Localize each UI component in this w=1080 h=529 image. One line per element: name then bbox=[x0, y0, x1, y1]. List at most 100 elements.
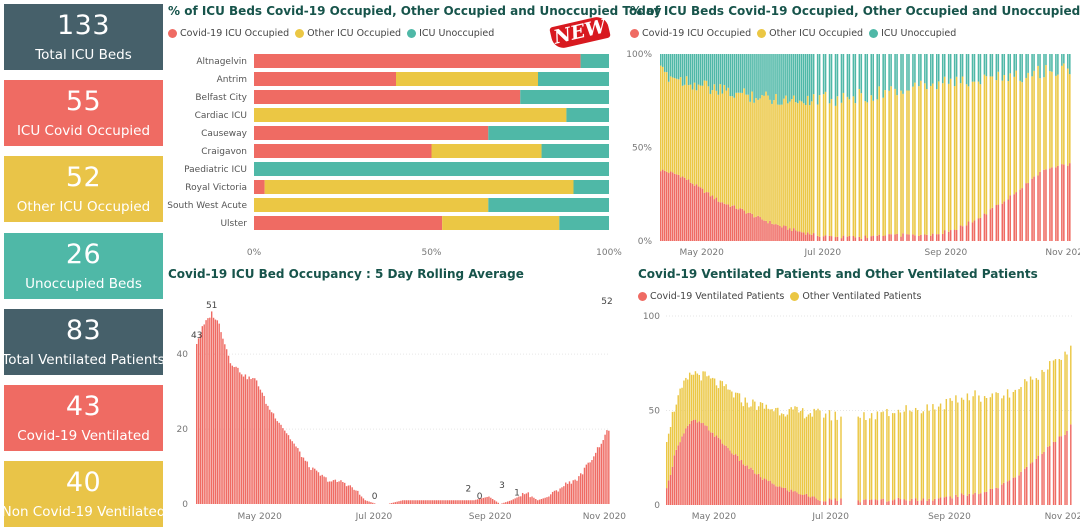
bar-segment bbox=[1020, 471, 1022, 505]
bar-segment bbox=[870, 54, 873, 96]
legend-dot-icon bbox=[168, 29, 177, 38]
bar-segment bbox=[700, 380, 702, 424]
bar bbox=[531, 496, 533, 504]
bar-segment bbox=[1043, 371, 1045, 452]
y-tick-label: 0 bbox=[182, 500, 188, 510]
bar-segment bbox=[733, 397, 735, 455]
bar-segment bbox=[857, 416, 859, 501]
chart-ventilated[interactable]: 0 50 100 May 2020 Jul 2020 Sep 2020 Nov 2020 bbox=[636, 308, 1080, 528]
legend-item-other[interactable]: Other ICU Occupied bbox=[295, 28, 401, 39]
bar bbox=[495, 501, 498, 504]
bar bbox=[327, 481, 329, 504]
bar bbox=[293, 443, 295, 504]
bar-segment bbox=[749, 54, 751, 102]
bar bbox=[581, 474, 584, 504]
bar-segment bbox=[708, 375, 710, 431]
bar-segment bbox=[800, 54, 803, 102]
bar-segment bbox=[729, 206, 732, 241]
bar-segment bbox=[685, 428, 687, 505]
bar-segment bbox=[1025, 183, 1027, 241]
bar-segment bbox=[667, 433, 670, 481]
legend-item-unoccupied[interactable]: ICU Unoccupied bbox=[407, 28, 494, 39]
bar bbox=[248, 376, 250, 504]
bar bbox=[417, 500, 419, 504]
bar-segment bbox=[1003, 201, 1006, 241]
bar-segment bbox=[759, 217, 761, 241]
bar bbox=[207, 318, 209, 504]
bar-segment bbox=[757, 99, 759, 216]
legend-item-covid[interactable]: Covid-19 ICU Occupied bbox=[630, 28, 751, 39]
bar bbox=[308, 467, 310, 504]
bar-segment bbox=[767, 223, 769, 241]
bar-segment bbox=[888, 416, 890, 502]
bar-segment bbox=[1025, 54, 1027, 78]
bar-segment bbox=[789, 101, 791, 229]
bar-segment bbox=[769, 220, 771, 241]
bar-segment bbox=[735, 92, 738, 209]
bar-segment bbox=[750, 406, 752, 468]
bar-segment bbox=[828, 54, 831, 104]
bar-segment bbox=[903, 411, 905, 500]
bar-segment bbox=[886, 501, 888, 505]
chart-today[interactable]: Altnagelvin Antrim Belfast City Cardiac ICU… bbox=[160, 50, 622, 260]
bar-segment bbox=[719, 54, 722, 85]
bar-segment bbox=[852, 96, 855, 236]
bar-segment bbox=[840, 102, 843, 239]
bar-segment bbox=[713, 54, 716, 85]
legend-item-unoccupied[interactable]: ICU Unoccupied bbox=[869, 28, 956, 39]
bar bbox=[285, 433, 288, 504]
legend-item-covid[interactable]: Covid-19 ICU Occupied bbox=[168, 28, 289, 39]
bar-segment bbox=[1039, 54, 1041, 79]
chart-trend[interactable]: 0% 50% 100% May 2020 Jul 2020 Sep 2020 Nov 202… bbox=[625, 48, 1080, 263]
bar-segment bbox=[717, 54, 720, 95]
bar-segment bbox=[1014, 477, 1016, 505]
bar bbox=[529, 497, 531, 504]
bar-segment bbox=[1015, 192, 1017, 241]
bar-segment bbox=[707, 86, 710, 193]
bar bbox=[402, 500, 404, 504]
bar-segment bbox=[807, 496, 810, 505]
legend-item-covid[interactable]: Covid-19 Ventilated Patients bbox=[638, 291, 784, 302]
bar-segment bbox=[869, 499, 871, 505]
bar-segment bbox=[935, 89, 938, 235]
kpi-value: 83 bbox=[65, 314, 102, 346]
bar-segment bbox=[980, 401, 982, 494]
legend-item-other[interactable]: Other ICU Occupied bbox=[757, 28, 863, 39]
bar-segment bbox=[989, 397, 992, 489]
bar-segment bbox=[983, 396, 986, 493]
chart-ventilated-legend[interactable]: Covid-19 Ventilated Patients Other Venti… bbox=[638, 291, 921, 302]
bar bbox=[246, 379, 248, 504]
bar-segment bbox=[681, 387, 683, 437]
bar-segment bbox=[1006, 389, 1009, 482]
bar bbox=[563, 486, 565, 504]
bar-segment bbox=[671, 54, 674, 78]
bar-segment bbox=[701, 85, 704, 189]
bar bbox=[287, 435, 290, 504]
bar-segment bbox=[968, 400, 971, 494]
bar-segment bbox=[779, 225, 781, 241]
chart-trend-title: % of ICU Beds Covid-19 Occupied, Other O… bbox=[630, 4, 1080, 18]
bar-segment bbox=[932, 233, 934, 241]
legend-item-other[interactable]: Other Ventilated Patients bbox=[790, 291, 921, 302]
category-label: Paediatric ICU bbox=[184, 165, 247, 175]
bar-segment bbox=[866, 238, 869, 241]
chart-trend-legend[interactable]: Covid-19 ICU Occupied Other ICU Occupied… bbox=[630, 28, 956, 39]
bar-segment bbox=[1033, 54, 1035, 71]
bar-segment bbox=[715, 435, 718, 505]
legend-dot-icon bbox=[757, 29, 767, 38]
bar-segment bbox=[891, 500, 894, 505]
legend-label: Covid-19 Ventilated Patients bbox=[650, 291, 785, 302]
chart-today-legend[interactable]: Covid-19 ICU Occupied Other ICU Occupied… bbox=[168, 28, 494, 39]
bar bbox=[510, 500, 513, 504]
bar-segment bbox=[709, 54, 712, 94]
bar-segment bbox=[800, 410, 802, 495]
bar-segment bbox=[804, 54, 807, 106]
bar-segment bbox=[755, 54, 757, 99]
bar bbox=[501, 503, 503, 504]
bar bbox=[606, 430, 608, 504]
bar-segment bbox=[828, 498, 831, 505]
bar-segment bbox=[812, 233, 815, 241]
bar bbox=[486, 496, 488, 504]
bar-segment bbox=[888, 90, 890, 235]
